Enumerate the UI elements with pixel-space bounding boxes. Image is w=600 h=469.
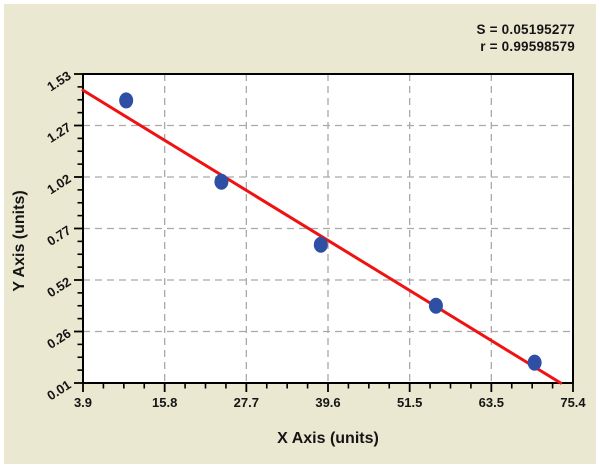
data-point	[428, 297, 443, 314]
plot-frame	[82, 73, 574, 384]
stat-r-value: r = 0.99598579	[480, 39, 575, 54]
y-tick-label: 1.27	[44, 119, 73, 145]
data-point	[119, 92, 134, 109]
x-axis-title: X Axis (units)	[277, 430, 379, 447]
trend-line	[81, 88, 563, 385]
x-tick-label: 3.9	[74, 395, 92, 410]
x-tick-label: 63.5	[479, 395, 504, 410]
y-tick-label: 0.77	[44, 222, 73, 248]
x-tick-label: 27.7	[234, 395, 259, 410]
data-point	[313, 236, 328, 253]
y-tick-label: 1.02	[44, 171, 73, 197]
x-tick-label: 75.4	[560, 395, 586, 410]
data-point	[214, 173, 229, 190]
y-tick-label: 0.26	[44, 325, 73, 351]
x-tick-label: 15.8	[152, 395, 177, 410]
y-tick-label: 0.52	[44, 274, 73, 300]
x-tick-label: 51.5	[397, 395, 422, 410]
y-tick-label: 1.53	[44, 68, 73, 94]
stat-s-value: S = 0.05195277	[476, 22, 575, 37]
data-point	[527, 354, 542, 371]
x-tick-label: 39.6	[315, 395, 340, 410]
regression-stats: S = 0.05195277 r = 0.99598579	[0, 21, 575, 55]
y-axis-title: Y Axis (units)	[11, 190, 28, 292]
y-tick-label: 0.01	[44, 377, 73, 403]
